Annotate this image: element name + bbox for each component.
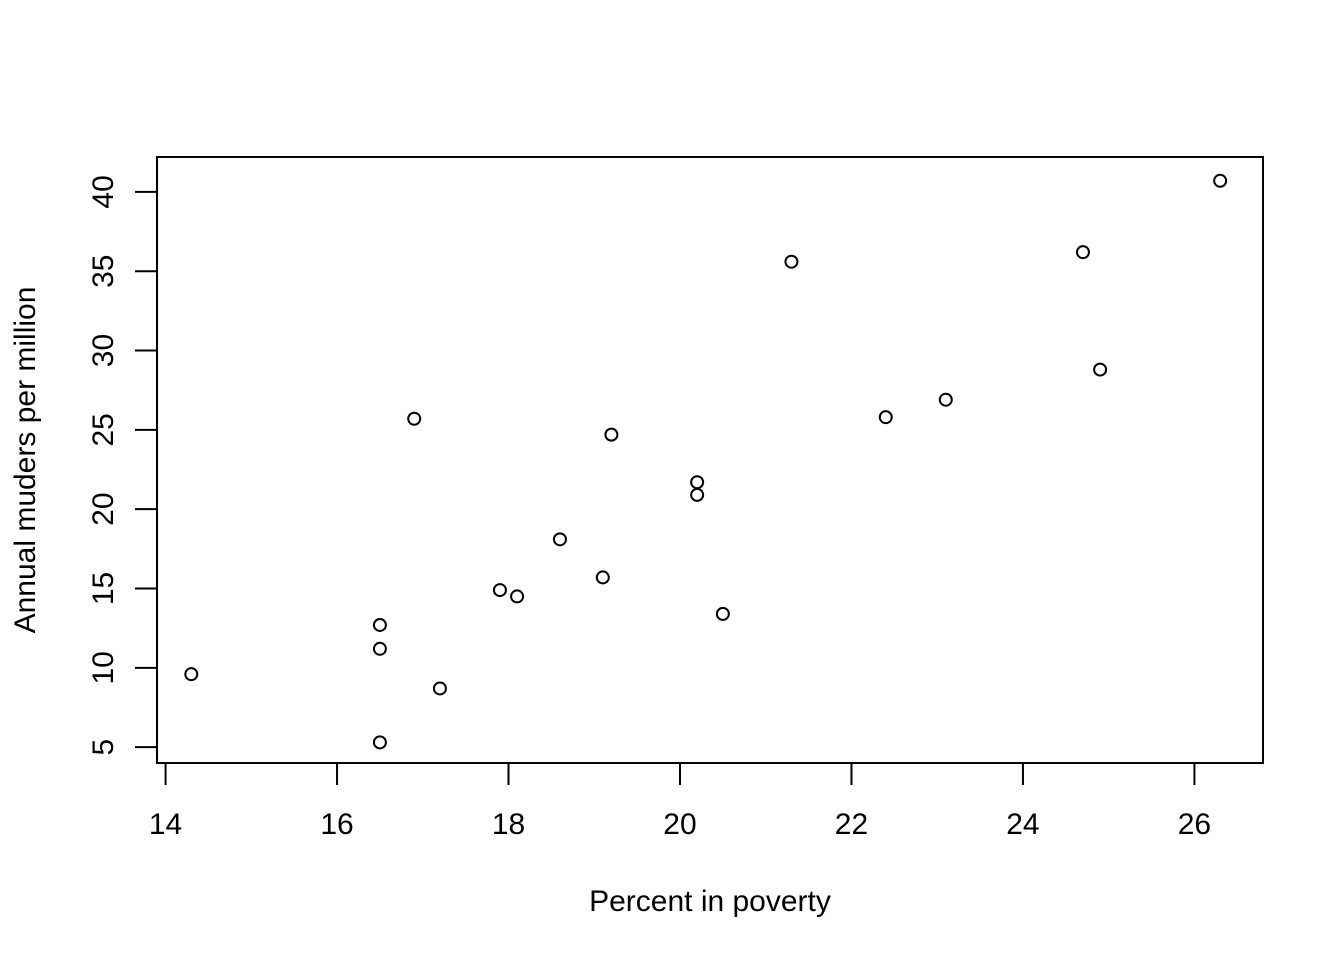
y-tick-label: 10 — [87, 651, 120, 684]
y-tick-label: 5 — [87, 739, 120, 756]
data-point — [784, 254, 799, 269]
data-point — [552, 532, 567, 547]
data-point — [510, 589, 525, 604]
x-tick-label: 22 — [835, 808, 868, 841]
y-tick-label: 15 — [87, 572, 120, 605]
data-point — [372, 617, 387, 632]
y-tick-label: 30 — [87, 334, 120, 367]
x-tick-label: 24 — [1006, 808, 1039, 841]
data-point — [878, 410, 893, 425]
data-point — [432, 681, 447, 696]
y-tick-label: 40 — [87, 175, 120, 208]
data-point — [1093, 362, 1108, 377]
data-point — [372, 735, 387, 750]
x-axis-label: Percent in poverty — [589, 885, 831, 918]
y-tick-label: 20 — [87, 492, 120, 525]
x-tick-label: 14 — [149, 808, 182, 841]
data-point — [1075, 245, 1090, 260]
data-point — [1213, 173, 1228, 188]
data-point — [372, 641, 387, 656]
y-tick-label: 35 — [87, 255, 120, 288]
y-axis: 5 10 15 20 25 30 35 40 — [87, 175, 158, 756]
data-point — [184, 667, 199, 682]
plot-frame — [156, 156, 1264, 764]
data-points — [184, 173, 1228, 750]
data-point — [595, 570, 610, 585]
x-tick-label: 20 — [663, 808, 696, 841]
x-tick-label: 16 — [320, 808, 353, 841]
data-point — [492, 583, 507, 598]
data-point — [715, 606, 730, 621]
x-tick-label: 18 — [492, 808, 525, 841]
y-axis-label: Annual muders per million — [9, 287, 42, 634]
data-point — [938, 392, 953, 407]
data-point — [690, 487, 705, 502]
x-tick-label: 26 — [1178, 808, 1211, 841]
data-point — [690, 475, 705, 490]
x-axis: 14 16 18 20 22 24 26 — [149, 762, 1211, 841]
data-point — [407, 411, 422, 426]
data-point — [604, 427, 619, 442]
y-tick-label: 25 — [87, 413, 120, 446]
